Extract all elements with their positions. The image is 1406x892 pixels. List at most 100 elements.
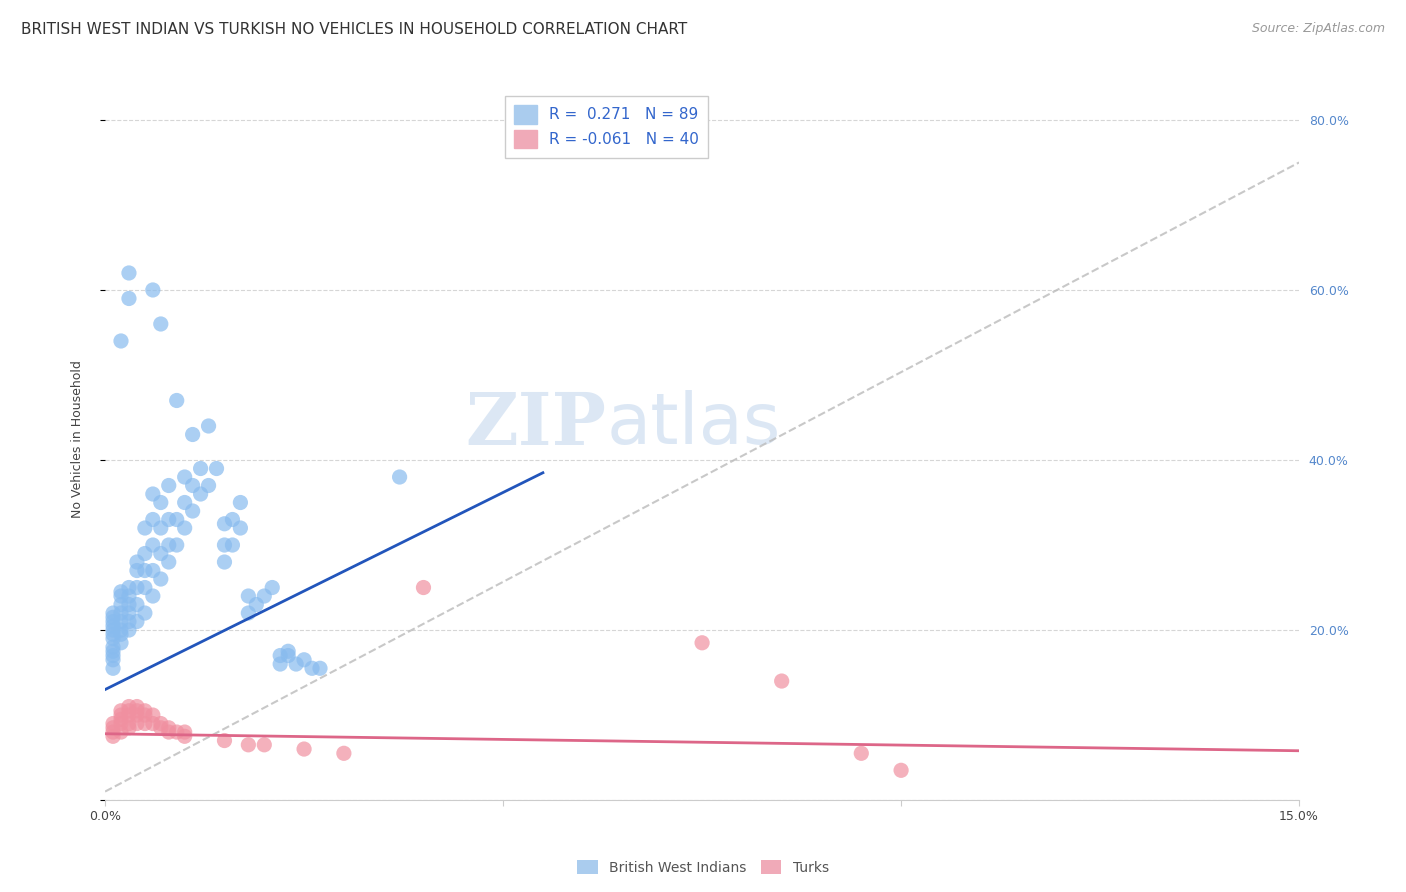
Point: [157, 725, 180, 739]
Point: [110, 708, 132, 723]
Point: [412, 581, 434, 595]
Point: [197, 419, 219, 434]
Point: [101, 619, 124, 633]
Point: [134, 581, 156, 595]
Point: [118, 581, 141, 595]
Point: [110, 725, 132, 739]
Point: [149, 716, 172, 731]
Point: [110, 636, 132, 650]
Point: [118, 708, 141, 723]
Point: [292, 653, 315, 667]
Point: [118, 716, 141, 731]
Point: [229, 521, 252, 535]
Point: [214, 538, 236, 552]
Point: [118, 292, 141, 306]
Point: [101, 623, 124, 637]
Point: [253, 589, 276, 603]
Point: [149, 721, 172, 735]
Point: [197, 478, 219, 492]
Point: [125, 581, 148, 595]
Point: [101, 729, 124, 743]
Point: [173, 729, 195, 743]
Point: [157, 478, 180, 492]
Point: [118, 699, 141, 714]
Point: [166, 393, 188, 408]
Point: [101, 661, 124, 675]
Point: [292, 742, 315, 756]
Point: [101, 725, 124, 739]
Point: [101, 653, 124, 667]
Point: [166, 725, 188, 739]
Point: [245, 598, 267, 612]
Point: [118, 623, 141, 637]
Point: [166, 512, 188, 526]
Point: [101, 610, 124, 624]
Point: [142, 564, 165, 578]
Point: [101, 716, 124, 731]
Y-axis label: No Vehicles in Household: No Vehicles in Household: [72, 359, 84, 517]
Point: [166, 538, 188, 552]
Point: [157, 721, 180, 735]
Point: [101, 644, 124, 658]
Point: [134, 708, 156, 723]
Point: [134, 521, 156, 535]
Point: [149, 495, 172, 509]
Point: [149, 317, 172, 331]
Point: [214, 516, 236, 531]
Point: [125, 708, 148, 723]
Point: [101, 721, 124, 735]
Text: atlas: atlas: [606, 390, 780, 458]
Point: [110, 712, 132, 726]
Point: [770, 674, 793, 689]
Point: [110, 584, 132, 599]
Point: [890, 764, 912, 778]
Legend: British West Indians, Turks: British West Indians, Turks: [572, 855, 834, 880]
Point: [181, 504, 204, 518]
Point: [181, 427, 204, 442]
Point: [173, 725, 195, 739]
Point: [309, 661, 332, 675]
Point: [173, 495, 195, 509]
Point: [125, 716, 148, 731]
Point: [229, 495, 252, 509]
Point: [301, 661, 323, 675]
Point: [142, 716, 165, 731]
Point: [190, 487, 212, 501]
Point: [110, 627, 132, 641]
Point: [134, 547, 156, 561]
Text: BRITISH WEST INDIAN VS TURKISH NO VEHICLES IN HOUSEHOLD CORRELATION CHART: BRITISH WEST INDIAN VS TURKISH NO VEHICL…: [21, 22, 688, 37]
Point: [277, 648, 299, 663]
Point: [277, 644, 299, 658]
Point: [110, 623, 132, 637]
Point: [142, 538, 165, 552]
Point: [157, 538, 180, 552]
Point: [118, 704, 141, 718]
Point: [149, 547, 172, 561]
Point: [285, 657, 308, 671]
Point: [134, 564, 156, 578]
Point: [110, 334, 132, 348]
Point: [214, 555, 236, 569]
Point: [142, 589, 165, 603]
Text: ZIP: ZIP: [465, 389, 606, 459]
Point: [269, 657, 291, 671]
Point: [238, 589, 260, 603]
Point: [101, 648, 124, 663]
Point: [125, 598, 148, 612]
Point: [118, 615, 141, 629]
Point: [118, 598, 141, 612]
Point: [110, 716, 132, 731]
Point: [101, 632, 124, 646]
Text: Source: ZipAtlas.com: Source: ZipAtlas.com: [1251, 22, 1385, 36]
Point: [173, 470, 195, 484]
Point: [142, 487, 165, 501]
Legend: R =  0.271   N = 89, R = -0.061   N = 40: R = 0.271 N = 89, R = -0.061 N = 40: [505, 96, 709, 158]
Point: [238, 606, 260, 620]
Point: [101, 606, 124, 620]
Point: [253, 738, 276, 752]
Point: [101, 627, 124, 641]
Point: [118, 606, 141, 620]
Point: [269, 648, 291, 663]
Point: [262, 581, 284, 595]
Point: [101, 615, 124, 629]
